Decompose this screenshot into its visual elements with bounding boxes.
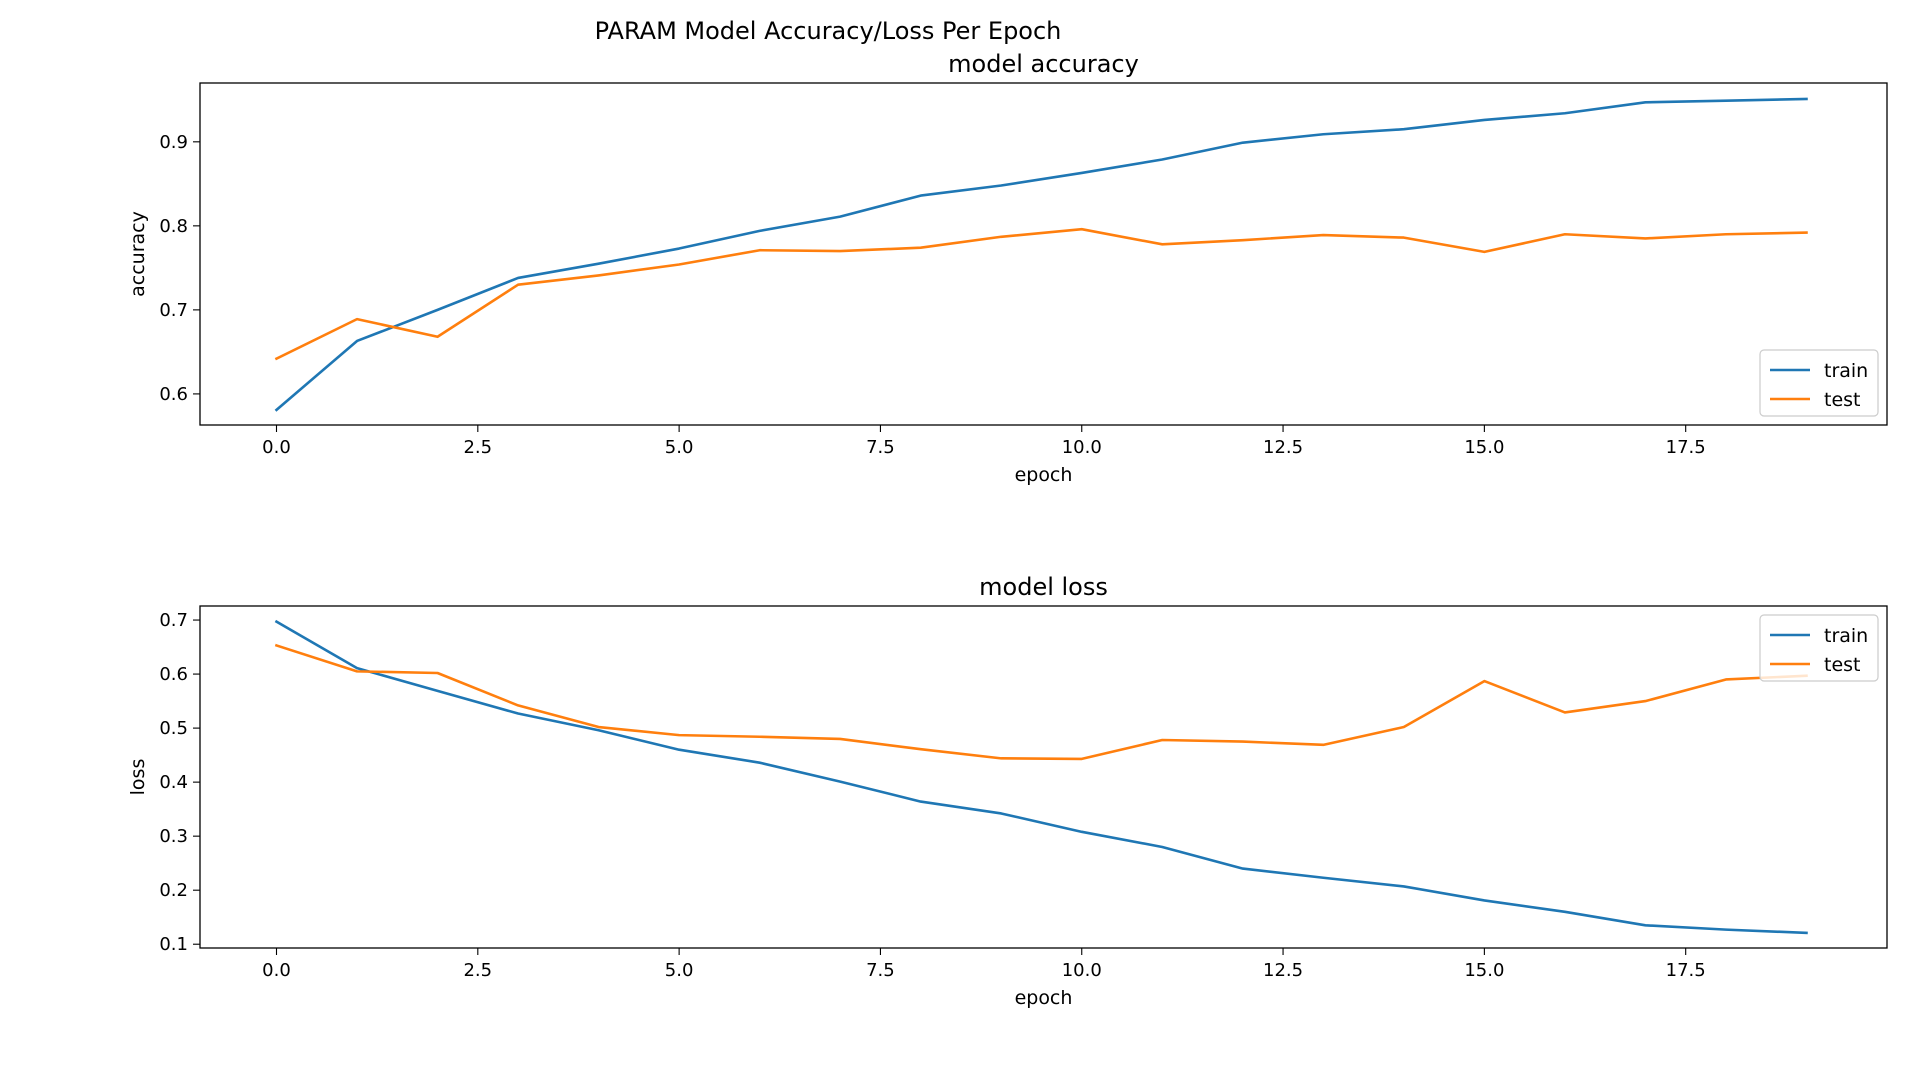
x-tick-label: 0.0 bbox=[262, 960, 291, 981]
y-tick-label: 0.7 bbox=[159, 610, 188, 631]
y-tick-label: 0.2 bbox=[159, 880, 188, 901]
x-tick-label: 5.0 bbox=[665, 960, 694, 981]
legend-label-test: test bbox=[1824, 389, 1861, 411]
x-tick-label: 17.5 bbox=[1666, 437, 1706, 458]
x-tick-label: 0.0 bbox=[262, 437, 291, 458]
x-axis-label: epoch bbox=[1015, 464, 1073, 486]
legend-label-train: train bbox=[1824, 360, 1868, 382]
x-tick-label: 12.5 bbox=[1263, 960, 1303, 981]
x-axis-label: epoch bbox=[1015, 987, 1073, 1009]
x-tick-label: 15.0 bbox=[1464, 437, 1504, 458]
series-line-test bbox=[274, 227, 1808, 361]
plot-frame bbox=[199, 605, 1888, 949]
series-line-train bbox=[274, 97, 1808, 412]
x-tick-label: 2.5 bbox=[463, 437, 492, 458]
x-tick-label: 10.0 bbox=[1062, 960, 1102, 981]
x-tick-label: 7.5 bbox=[866, 437, 895, 458]
y-tick-label: 0.8 bbox=[159, 216, 188, 237]
x-tick-label: 2.5 bbox=[463, 960, 492, 981]
x-tick-label: 7.5 bbox=[866, 960, 895, 981]
y-tick-label: 0.1 bbox=[159, 934, 188, 955]
y-tick-label: 0.7 bbox=[159, 300, 188, 321]
y-axis-label: loss bbox=[127, 759, 149, 796]
legend-label-test: test bbox=[1824, 654, 1861, 676]
legend-label-train: train bbox=[1824, 625, 1868, 647]
y-tick-label: 0.4 bbox=[159, 772, 188, 793]
x-tick-label: 15.0 bbox=[1464, 960, 1504, 981]
series-line-test bbox=[274, 643, 1808, 761]
x-tick-label: 12.5 bbox=[1263, 437, 1303, 458]
legend: train test bbox=[1759, 614, 1879, 682]
y-tick-label: 0.5 bbox=[159, 718, 188, 739]
series-line-train bbox=[274, 619, 1808, 935]
subplot-title: model loss bbox=[979, 573, 1108, 601]
y-tick-label: 0.3 bbox=[159, 826, 188, 847]
y-axis-label: accuracy bbox=[127, 211, 149, 297]
subplot-1: model accuracy 0.0 2.5 5.0 7.5 10.0 12.5 15.0 17… bbox=[127, 50, 1888, 486]
subplots: model accuracy 0.0 2.5 5.0 7.5 10.0 12.5 15.0 17… bbox=[127, 50, 1888, 1009]
x-tick-label: 17.5 bbox=[1666, 960, 1706, 981]
x-tick-label: 10.0 bbox=[1062, 437, 1102, 458]
legend: train test bbox=[1759, 349, 1879, 417]
y-tick-label: 0.9 bbox=[159, 132, 188, 153]
plot-frame bbox=[199, 82, 1888, 426]
y-tick-label: 0.6 bbox=[159, 664, 188, 685]
x-tick-label: 5.0 bbox=[665, 437, 694, 458]
subplot-2: model loss 0.0 2.5 5.0 7.5 10.0 12.5 15.0 17.5 0.… bbox=[127, 573, 1888, 1009]
y-tick-label: 0.6 bbox=[159, 384, 188, 405]
figure-title: PARAM Model Accuracy/Loss Per Epoch bbox=[595, 17, 1062, 45]
subplot-title: model accuracy bbox=[948, 50, 1139, 78]
